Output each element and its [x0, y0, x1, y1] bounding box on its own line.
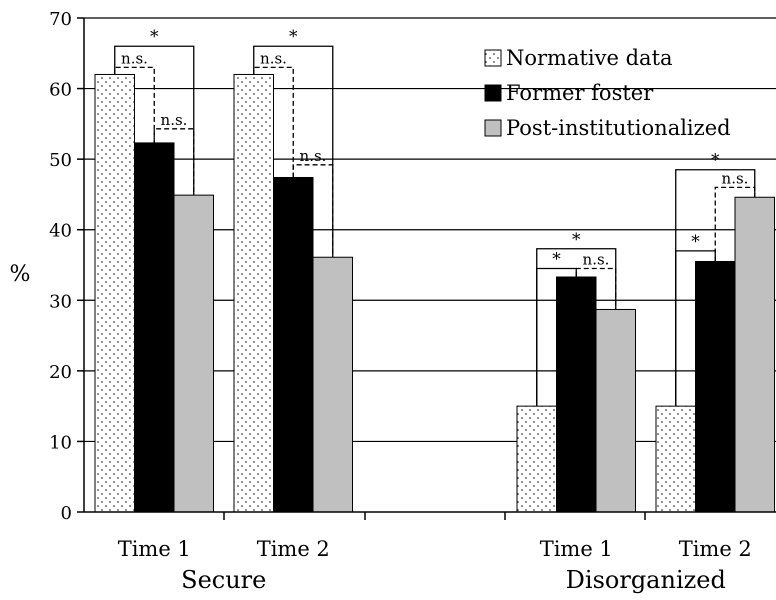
bar	[595, 308, 636, 513]
significance-label: *	[711, 151, 720, 171]
y-tick-label: 0	[61, 503, 72, 524]
x-tick-label: Time 2	[679, 537, 752, 561]
significance-label: *	[572, 230, 581, 250]
bar	[312, 256, 353, 513]
legend-label: Post-institutionalized	[506, 116, 731, 140]
bar	[134, 142, 175, 513]
significance-label: n.s.	[121, 49, 148, 67]
legend-swatch	[484, 49, 502, 67]
y-axis-label: %	[10, 262, 31, 287]
y-tick-label: 40	[49, 221, 72, 242]
y-tick-label: 10	[49, 432, 72, 453]
significance-bracket	[253, 45, 334, 258]
significance-bracket	[292, 164, 334, 258]
significance-label: n.s.	[260, 49, 287, 67]
significance-brackets: *n.s.n.s.*n.s.n.s.** n.s.**n.s.	[114, 27, 756, 407]
significance-bracket	[153, 128, 195, 196]
significance-label: n.s.	[722, 169, 749, 187]
legend: Normative data Former foster Post-institut…	[484, 46, 731, 140]
significance-label: *	[691, 232, 700, 252]
significance-bracket	[114, 66, 155, 143]
bars	[94, 73, 775, 513]
y-tick-label: 20	[49, 362, 72, 383]
bar	[173, 194, 214, 513]
significance-label: n.s.	[300, 147, 327, 165]
x-tick-label: Time 1	[540, 537, 613, 561]
significance-label: *	[289, 27, 298, 47]
legend-label: Former foster	[506, 81, 654, 105]
y-tick-label: 30	[49, 291, 72, 312]
bar	[734, 196, 775, 513]
significance-bracket	[114, 45, 195, 196]
x-group-label: Disorganized	[566, 566, 726, 594]
significance-bracket	[675, 250, 716, 407]
significance-label: *	[150, 27, 159, 47]
x-group-label: Secure	[181, 566, 266, 594]
axes: 0 10 20 30 40 50 60 70 Time 1 Time 2 Secure Time 1 T…	[49, 9, 776, 594]
bar	[655, 405, 696, 513]
legend-swatch	[484, 119, 502, 137]
significance-label: n.s.	[583, 251, 610, 269]
y-tick-label: 50	[49, 150, 72, 171]
significance-bracket	[575, 267, 617, 310]
legend-label: Normative data	[506, 46, 673, 70]
significance-bracket	[253, 66, 294, 178]
bar	[273, 176, 314, 513]
bar	[233, 73, 274, 513]
significance-label: *	[552, 250, 561, 270]
x-tick-label: Time 2	[257, 537, 330, 561]
y-tick-label: 70	[49, 9, 72, 30]
significance-label: n.s.	[161, 111, 188, 129]
bar	[556, 276, 597, 513]
bar	[94, 73, 135, 513]
legend-swatch	[484, 84, 502, 102]
x-tick-label: Time 1	[118, 537, 191, 561]
y-tick-label: 60	[49, 80, 72, 101]
bar	[516, 405, 557, 513]
bar	[695, 260, 736, 513]
